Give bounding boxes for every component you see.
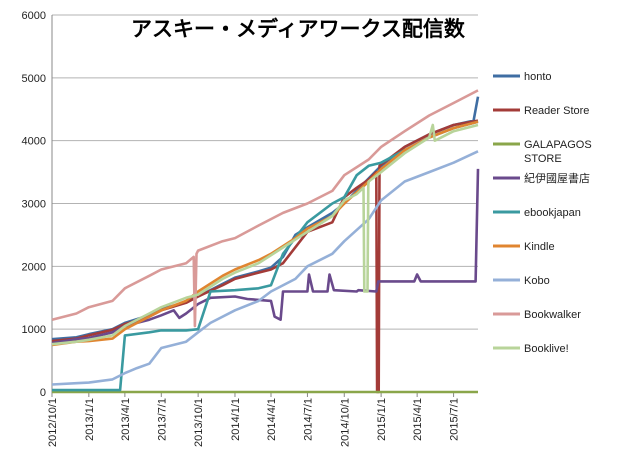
x-tick-label: 2013/1/1: [84, 398, 96, 441]
x-tick-label: 2014/1/1: [230, 398, 242, 441]
legend-label: GALAPAGOS STORE: [524, 139, 592, 165]
legend-label: Reader Store: [524, 105, 589, 117]
y-tick-label: 0: [40, 387, 46, 399]
legend-label: Booklive!: [524, 343, 569, 355]
legend: honto Reader Store GALAPAGOS STORE 紀伊國屋書店 ebo…: [493, 71, 592, 355]
x-tick-label: 2013/4/1: [120, 398, 132, 441]
y-tick-label: 4000: [22, 136, 46, 148]
x-tick-label: 2014/4/1: [266, 398, 278, 441]
x-tick-label: 2014/7/1: [302, 398, 314, 441]
legend-label: 紀伊國屋書店: [524, 171, 590, 185]
series-line-0: [51, 96, 480, 341]
grid-lines: [52, 14, 478, 330]
x-tick-label: 2015/4/1: [412, 398, 424, 441]
legend-label: honto: [524, 71, 552, 83]
chart-title: アスキー・メディアワークス配信数: [131, 17, 466, 41]
x-tick-label: 2013/7/1: [156, 398, 168, 441]
legend-label: Kindle: [524, 241, 555, 253]
y-tick-label: 5000: [22, 73, 46, 85]
series-line-4: [52, 120, 479, 392]
legend-label: Bookwalker: [524, 309, 581, 321]
y-tick-label: 6000: [22, 10, 46, 22]
x-tick-label: 2015/1/1: [376, 398, 388, 441]
x-tick-label: 2014/10/1: [339, 398, 351, 447]
y-tick-label: 2000: [22, 261, 46, 273]
series-line-6: [51, 150, 479, 386]
series-line-7: [51, 89, 479, 328]
series-line-8: [51, 123, 479, 346]
x-tick-label: 2012/10/1: [47, 398, 59, 447]
x-tick-label: 2015/7/1: [449, 398, 461, 441]
legend-label: ebookjapan: [524, 207, 581, 219]
series-line-5: [51, 120, 479, 347]
y-tick-label: 1000: [22, 324, 46, 336]
series-line-3: [51, 168, 480, 345]
x-tick-label: 2013/10/1: [193, 398, 205, 447]
series-lines: [51, 89, 480, 394]
y-tick-label: 3000: [22, 199, 46, 211]
legend-label: Kobo: [524, 275, 550, 287]
